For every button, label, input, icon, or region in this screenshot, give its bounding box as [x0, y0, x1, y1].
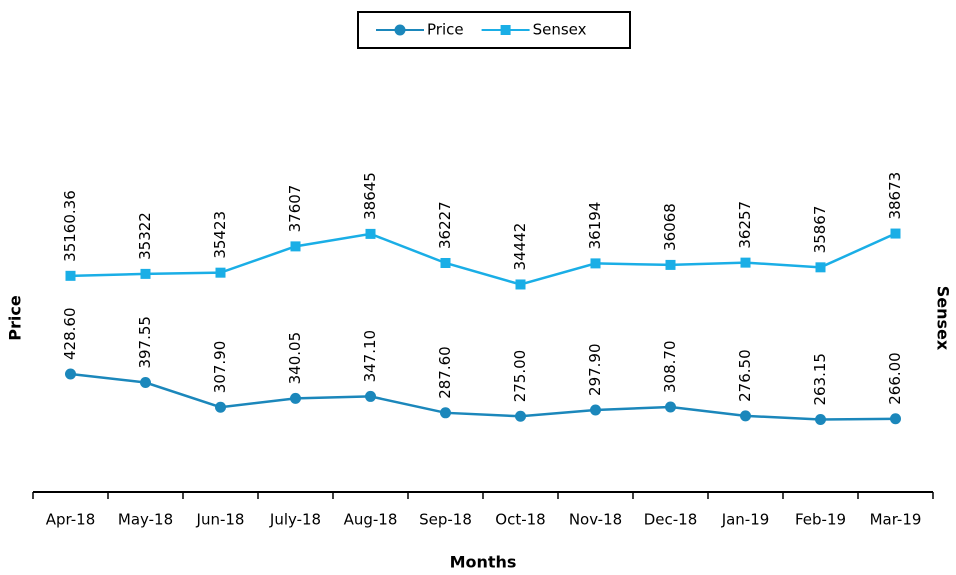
data-label: 266.00 — [886, 352, 904, 405]
x-tick-label: Aug-18 — [344, 511, 398, 529]
data-label: 36227 — [436, 201, 454, 249]
x-axis-title: Months — [450, 553, 517, 572]
x-tick-label: Apr-18 — [46, 511, 96, 529]
x-tick-label: Dec-18 — [644, 511, 698, 529]
data-label: 36068 — [661, 203, 679, 251]
x-tick-label: Feb-19 — [795, 511, 846, 529]
marker — [500, 25, 511, 35]
data-label: 38645 — [361, 172, 379, 220]
marker — [440, 407, 451, 419]
data-label: 287.60 — [436, 346, 454, 399]
marker — [740, 257, 751, 268]
data-label: 36194 — [586, 202, 604, 250]
data-label: 38673 — [886, 172, 904, 220]
marker — [515, 410, 526, 422]
x-tick-label: May-18 — [118, 511, 173, 529]
marker — [215, 267, 226, 278]
data-label: 36257 — [736, 201, 754, 249]
marker — [215, 401, 226, 413]
data-label: 35423 — [211, 211, 229, 259]
data-label: 263.15 — [811, 353, 829, 406]
marker — [440, 257, 451, 268]
marker — [890, 228, 901, 239]
data-label: 276.50 — [736, 349, 754, 402]
data-label: 275.00 — [511, 350, 529, 403]
marker — [290, 241, 301, 252]
x-tick-label: Mar-19 — [870, 511, 922, 529]
x-tick-label: Oct-18 — [495, 511, 545, 529]
marker — [515, 279, 526, 290]
marker — [740, 410, 751, 422]
x-tick-label: Jan-19 — [721, 511, 770, 529]
marker — [394, 24, 406, 36]
data-label: 397.55 — [136, 316, 154, 369]
data-label: 347.10 — [361, 330, 379, 383]
marker — [890, 413, 901, 425]
data-label: 35322 — [136, 212, 154, 260]
data-label: 340.05 — [286, 332, 304, 385]
marker — [365, 390, 376, 402]
series-line — [70, 232, 897, 286]
data-label: 37607 — [286, 185, 304, 233]
data-label: 34442 — [511, 223, 529, 271]
data-label: 35160.36 — [61, 190, 79, 262]
marker — [665, 259, 676, 270]
x-tick-label: Sep-18 — [419, 511, 472, 529]
data-label: 35867 — [811, 206, 829, 254]
marker — [365, 228, 376, 239]
marker — [665, 401, 676, 413]
marker — [65, 368, 76, 380]
x-tick-label: July-18 — [269, 511, 321, 529]
series-line — [70, 372, 896, 421]
marker — [590, 258, 601, 269]
data-label: 428.60 — [61, 307, 79, 360]
marker — [290, 392, 301, 404]
marker — [140, 377, 151, 389]
data-label: 297.90 — [586, 343, 604, 396]
data-label: 308.70 — [661, 341, 679, 394]
marker — [65, 270, 76, 281]
marker — [590, 404, 601, 416]
marker — [140, 268, 151, 279]
x-tick-label: Jun-18 — [196, 511, 245, 529]
x-tick-label: Nov-18 — [569, 511, 622, 529]
y-axis-title: Price — [6, 295, 25, 341]
legend-label: Sensex — [533, 21, 587, 39]
legend-label: Price — [427, 21, 464, 39]
marker — [815, 262, 826, 273]
marker — [815, 414, 826, 426]
data-label: 307.90 — [211, 341, 229, 394]
y2-axis-title: Sensex — [934, 286, 953, 351]
